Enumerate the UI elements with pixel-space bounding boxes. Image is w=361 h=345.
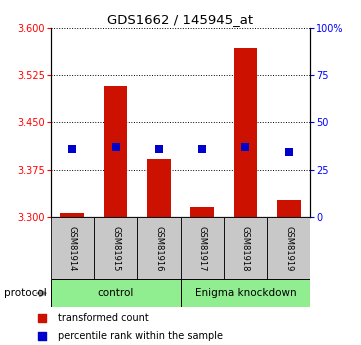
Bar	[94, 217, 137, 279]
Bar	[267, 217, 310, 279]
Bar	[234, 48, 257, 217]
Bar	[51, 217, 94, 279]
Bar	[180, 217, 224, 279]
Bar	[137, 217, 180, 279]
Title: GDS1662 / 145945_at: GDS1662 / 145945_at	[108, 13, 253, 27]
Point	[39, 333, 44, 338]
Text: GSM81916: GSM81916	[155, 226, 163, 271]
Bar	[51, 279, 180, 307]
Bar	[180, 279, 310, 307]
Point	[69, 146, 75, 152]
Text: GSM81919: GSM81919	[284, 226, 293, 271]
Bar	[277, 200, 301, 217]
Point	[243, 144, 248, 149]
Point	[39, 315, 44, 321]
Text: Enigma knockdown: Enigma knockdown	[195, 288, 296, 298]
Point	[156, 146, 162, 152]
Bar	[104, 86, 127, 217]
Bar	[190, 207, 214, 217]
Text: GSM81915: GSM81915	[111, 226, 120, 271]
Text: GSM81918: GSM81918	[241, 226, 250, 271]
Point	[199, 146, 205, 152]
Text: control: control	[97, 288, 134, 298]
Point	[113, 144, 118, 149]
Text: protocol: protocol	[4, 288, 46, 298]
Bar	[60, 213, 84, 217]
Bar	[147, 158, 171, 217]
Text: GSM81917: GSM81917	[198, 226, 206, 271]
Point	[286, 149, 292, 155]
Text: transformed count: transformed count	[58, 313, 149, 323]
Text: percentile rank within the sample: percentile rank within the sample	[58, 331, 223, 341]
Text: GSM81914: GSM81914	[68, 226, 77, 271]
Bar	[224, 217, 267, 279]
